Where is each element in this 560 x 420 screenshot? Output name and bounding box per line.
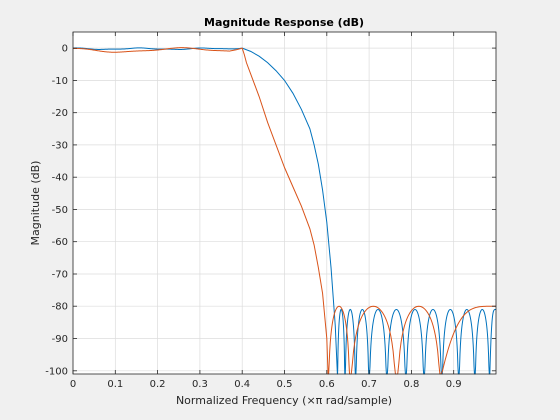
y-tick-label: -20 (52, 108, 68, 119)
y-tick-label: 0 (62, 44, 68, 55)
ticks: 0 0.1 0.2 0.3 0.4 0.5 0.6 0.7 0.8 0.9 0 -10 -20 -30 -4… (45, 32, 496, 390)
x-tick-label: 0.8 (403, 379, 419, 390)
series-2-line (73, 47, 496, 375)
y-tick-label: -30 (52, 140, 68, 151)
y-tick-label: -60 (52, 237, 68, 248)
x-tick-label: 0.5 (277, 379, 293, 390)
y-tick-label: -70 (52, 270, 68, 281)
y-tick-label: -40 (52, 173, 68, 184)
x-tick-label: 0.4 (234, 379, 250, 390)
y-tick-label: -90 (52, 334, 68, 345)
chart-title: Magnitude Response (dB) (204, 16, 364, 29)
y-axis-label: Magnitude (dB) (29, 161, 42, 246)
y-tick-label: -100 (45, 366, 68, 377)
y-tick-label: -10 (52, 76, 68, 87)
x-tick-label: 0.6 (319, 379, 335, 390)
x-tick-label: 0 (70, 379, 76, 390)
x-tick-label: 0.1 (107, 379, 123, 390)
y-tick-label: -80 (52, 302, 68, 313)
grid (72, 32, 496, 374)
x-tick-label: 0.9 (446, 379, 462, 390)
x-tick-label: 0.2 (150, 379, 166, 390)
x-tick-label: 0.3 (192, 379, 208, 390)
x-axis-label: Normalized Frequency (×π rad/sample) (176, 394, 392, 407)
y-tick-label: -50 (52, 205, 68, 216)
x-tick-label: 0.7 (361, 379, 377, 390)
